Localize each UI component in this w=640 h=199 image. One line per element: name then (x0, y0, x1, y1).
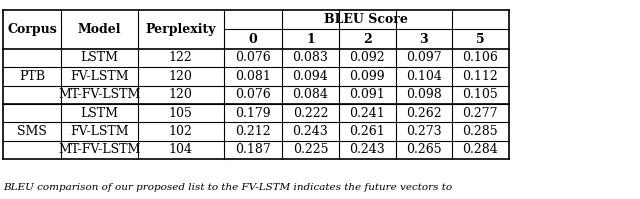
Text: 0.179: 0.179 (235, 107, 271, 120)
Text: FV-LSTM: FV-LSTM (70, 125, 129, 138)
Text: BLEU Score: BLEU Score (324, 13, 408, 26)
Text: 0.212: 0.212 (235, 125, 271, 138)
Text: 120: 120 (169, 88, 193, 101)
Text: 0.112: 0.112 (463, 70, 498, 83)
Text: 2: 2 (363, 33, 372, 46)
Text: 0.081: 0.081 (235, 70, 271, 83)
Text: 3: 3 (419, 33, 428, 46)
Text: 0.076: 0.076 (235, 52, 271, 64)
Text: 120: 120 (169, 70, 193, 83)
Text: 0.187: 0.187 (235, 143, 271, 156)
Text: PTB: PTB (19, 70, 45, 83)
Text: 0.261: 0.261 (349, 125, 385, 138)
Text: 0.285: 0.285 (463, 125, 498, 138)
Text: 0.241: 0.241 (349, 107, 385, 120)
Text: 0.076: 0.076 (235, 88, 271, 101)
Text: 0.284: 0.284 (463, 143, 498, 156)
Text: 0.092: 0.092 (349, 52, 385, 64)
Text: 0.273: 0.273 (406, 125, 442, 138)
Text: 0.277: 0.277 (463, 107, 498, 120)
Text: LSTM: LSTM (80, 107, 118, 120)
Text: 0.262: 0.262 (406, 107, 442, 120)
Text: MT-FV-LSTM: MT-FV-LSTM (58, 88, 140, 101)
Text: 122: 122 (169, 52, 193, 64)
Text: 0.243: 0.243 (349, 143, 385, 156)
Text: 0: 0 (248, 33, 257, 46)
Text: Perplexity: Perplexity (145, 23, 216, 36)
Text: 0.098: 0.098 (406, 88, 442, 101)
Text: 0.091: 0.091 (349, 88, 385, 101)
Text: 105: 105 (169, 107, 193, 120)
Text: 0.243: 0.243 (292, 125, 328, 138)
Text: 1: 1 (306, 33, 315, 46)
Text: 0.265: 0.265 (406, 143, 442, 156)
Text: 0.097: 0.097 (406, 52, 442, 64)
Text: 0.222: 0.222 (292, 107, 328, 120)
Text: 0.105: 0.105 (463, 88, 498, 101)
Text: 0.084: 0.084 (292, 88, 328, 101)
Text: 0.106: 0.106 (462, 52, 499, 64)
Text: Corpus: Corpus (7, 23, 57, 36)
Text: 0.099: 0.099 (349, 70, 385, 83)
Text: 0.225: 0.225 (292, 143, 328, 156)
Text: LSTM: LSTM (80, 52, 118, 64)
Text: 0.083: 0.083 (292, 52, 328, 64)
Text: 0.094: 0.094 (292, 70, 328, 83)
Text: BLEU comparison of our proposed list to the FV-LSTM indicates the future vectors: BLEU comparison of our proposed list to … (3, 182, 452, 192)
Text: FV-LSTM: FV-LSTM (70, 70, 129, 83)
Text: SMS: SMS (17, 125, 47, 138)
Text: Model: Model (77, 23, 121, 36)
Text: 102: 102 (169, 125, 193, 138)
Text: 5: 5 (476, 33, 484, 46)
Text: MT-FV-LSTM: MT-FV-LSTM (58, 143, 140, 156)
Text: 104: 104 (169, 143, 193, 156)
Text: 0.104: 0.104 (406, 70, 442, 83)
